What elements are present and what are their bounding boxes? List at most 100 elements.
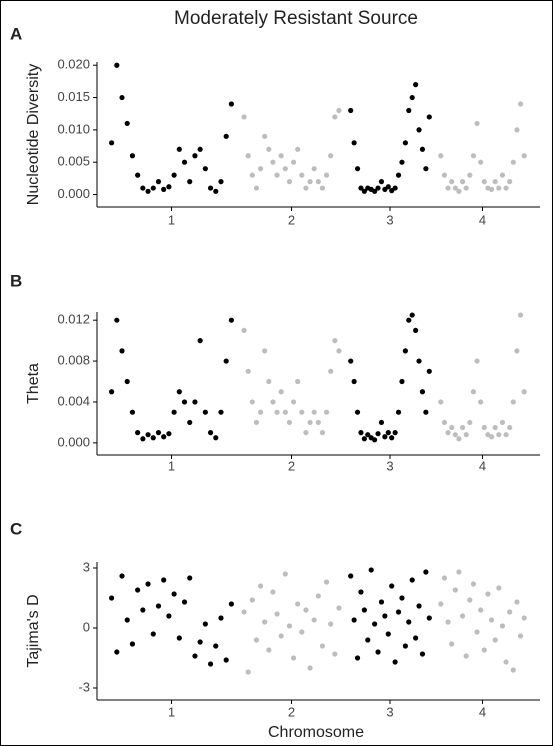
chart-title: Moderately Resistant Source: [174, 8, 418, 29]
y-tick-label: 0.000: [57, 434, 90, 449]
point: [257, 409, 264, 415]
point: [492, 424, 498, 431]
point: [361, 188, 367, 194]
point: [499, 419, 506, 426]
point: [517, 633, 524, 639]
point: [307, 665, 313, 671]
point: [253, 185, 260, 191]
point: [129, 641, 136, 647]
point: [514, 127, 520, 133]
point: [507, 424, 513, 431]
point: [392, 185, 398, 191]
point: [492, 637, 498, 643]
point: [290, 159, 297, 165]
point: [478, 159, 484, 165]
point: [365, 637, 371, 643]
y-axis-label: Theta: [25, 363, 42, 404]
point: [402, 643, 408, 649]
point: [378, 599, 385, 605]
point: [171, 591, 177, 597]
point: [218, 179, 224, 185]
point: [358, 430, 364, 436]
point: [245, 153, 251, 159]
point: [295, 378, 301, 385]
point: [278, 389, 284, 395]
point: [140, 185, 146, 191]
point: [311, 166, 317, 172]
x-tick-label: 1: [168, 704, 175, 719]
point: [323, 579, 330, 585]
point: [311, 617, 317, 623]
point: [124, 617, 130, 623]
point: [488, 434, 495, 440]
point: [382, 434, 388, 440]
point: [485, 591, 491, 597]
point: [413, 327, 419, 334]
y-tick-label: 0.012: [57, 312, 90, 327]
point: [282, 571, 288, 577]
point: [378, 179, 385, 185]
point: [241, 114, 247, 120]
point: [419, 389, 426, 395]
point: [161, 434, 167, 440]
point: [385, 430, 391, 436]
y-tick-label: -3: [78, 679, 90, 694]
point: [399, 159, 405, 165]
point: [372, 188, 378, 194]
point: [135, 587, 141, 593]
point: [375, 185, 381, 191]
point: [389, 435, 395, 441]
point: [223, 657, 229, 663]
point: [228, 601, 234, 607]
point: [274, 409, 280, 415]
point: [441, 575, 448, 581]
point: [295, 601, 301, 607]
point: [419, 651, 426, 657]
point: [218, 409, 224, 415]
point: [351, 378, 357, 385]
point: [419, 146, 426, 152]
point: [399, 378, 405, 385]
point: [187, 575, 193, 581]
point: [245, 669, 251, 675]
point: [467, 597, 473, 603]
point: [114, 317, 120, 323]
point: [119, 348, 125, 354]
point: [257, 166, 264, 172]
point: [351, 617, 357, 623]
point: [286, 419, 293, 426]
point: [295, 146, 301, 152]
panel-letter: B: [10, 271, 22, 290]
point: [311, 409, 317, 415]
point: [299, 629, 305, 635]
point: [119, 573, 125, 579]
point: [332, 651, 338, 657]
point: [395, 409, 402, 415]
point: [395, 172, 402, 178]
point: [463, 432, 469, 438]
point: [270, 159, 276, 165]
point: [109, 389, 115, 395]
point: [406, 317, 412, 323]
point: [409, 94, 415, 101]
point: [253, 637, 260, 643]
point: [378, 419, 385, 426]
y-tick-label: 0.004: [57, 393, 90, 408]
point: [354, 655, 361, 661]
point: [409, 577, 415, 583]
point: [372, 437, 378, 443]
point: [336, 348, 342, 354]
point: [135, 430, 141, 436]
point: [129, 153, 136, 159]
point: [358, 185, 364, 191]
point: [521, 615, 527, 621]
point: [262, 348, 268, 354]
point: [145, 581, 151, 587]
point: [166, 431, 172, 437]
point: [488, 617, 495, 623]
x-tick-label: 3: [386, 212, 393, 227]
point: [145, 188, 151, 194]
point: [332, 114, 338, 120]
